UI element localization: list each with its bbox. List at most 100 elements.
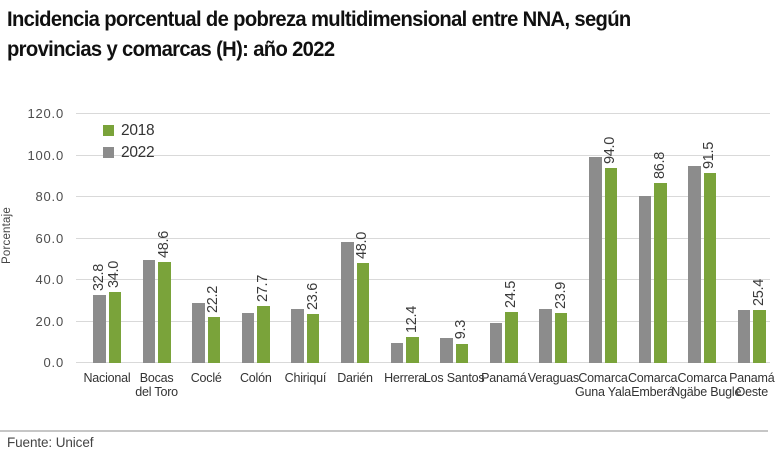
value-label-2018: 23.6 (304, 283, 321, 311)
x-axis-label: Comarca Guna Yala (572, 371, 634, 399)
bar-2022 (489, 322, 503, 363)
x-axis-label-line: Comarca (578, 371, 628, 385)
bar-2022 (688, 165, 701, 363)
x-axis-label: Coclé (175, 371, 237, 385)
value-label-2018: 91.5 (701, 142, 718, 170)
bar-2018 (306, 314, 320, 363)
bar-2022 (737, 310, 751, 363)
value-label-2018: 86.8 (651, 151, 668, 179)
source-text: Fuente: Unicef (7, 435, 94, 450)
bar-2022 (192, 302, 205, 363)
bar-2018 (108, 292, 121, 363)
bar-2022 (589, 156, 602, 363)
gridline (76, 320, 770, 322)
x-axis-label-line: Herrera (384, 371, 426, 385)
x-axis-label: Darién (324, 371, 386, 385)
y-tick-label: 120.0 (27, 106, 64, 121)
bar-2018 (703, 173, 717, 363)
x-axis-label-line: Colón (239, 371, 272, 385)
x-axis-label: Colón (225, 371, 287, 385)
x-axis-label: Bocas del Toro (126, 371, 188, 399)
bar-2022 (142, 259, 156, 363)
gridline (76, 362, 770, 363)
x-axis-label-line: Emberá (631, 385, 674, 399)
value-label-2018: 48.6 (155, 231, 172, 259)
y-tick-label: 0.0 (43, 355, 64, 370)
y-tick-label: 100.0 (27, 147, 64, 163)
bar-2022 (440, 338, 453, 363)
title-line-2: provincias y comarcas (H): año 2022 (7, 37, 335, 61)
bar-2018 (158, 262, 171, 363)
y-tick-label: 60.0 (35, 230, 64, 246)
legend-swatch-2022 (103, 147, 114, 158)
legend-label: 2022 (121, 144, 155, 161)
x-axis-label-line: Los Santos (423, 371, 485, 385)
value-label-2018: 23.9 (552, 282, 569, 310)
y-axis-title: Porcentaje (1, 207, 13, 264)
bar-2022 (93, 294, 106, 363)
bar-2018 (257, 305, 270, 363)
x-axis-label-line: Nacional (83, 371, 131, 385)
x-axis-label: Panamá Oeste (721, 371, 780, 399)
x-axis-label-line: Comarca (627, 371, 678, 385)
y-tick-label: 40.0 (35, 272, 64, 287)
x-axis-label: Comarca Ngäbe Bugle (671, 371, 741, 399)
x-axis-label-line: Comarca (677, 371, 728, 385)
bar-2022 (638, 195, 652, 363)
bar-2022 (390, 343, 404, 363)
bar-2018 (753, 310, 766, 363)
x-axis-label-line: Darién (337, 371, 373, 385)
bar-2018 (207, 316, 221, 363)
footer-divider (0, 430, 768, 432)
legend-item-2018: 2018 (103, 122, 155, 139)
gridline (76, 154, 770, 156)
legend-item-2022: 2022 (103, 144, 155, 161)
value-label-2018: 48.0 (354, 232, 371, 260)
bar-2018 (505, 312, 518, 363)
gridline (76, 279, 770, 280)
x-axis-label-line: del Toro (135, 385, 178, 399)
legend-swatch-2018 (103, 125, 114, 136)
x-axis-label: Chiriquí (274, 371, 336, 385)
value-label-2018: 12.4 (403, 306, 420, 334)
gridline (76, 196, 770, 197)
value-label-2018: 34.0 (106, 261, 123, 289)
value-label-2018: 9.3 (453, 320, 470, 340)
legend: 2018 2022 (103, 122, 155, 166)
y-tick-label: 80.0 (35, 189, 64, 204)
bar-2022 (341, 241, 354, 363)
value-label-2018: 24.5 (503, 281, 520, 309)
x-axis-label: Nacional (76, 371, 138, 385)
x-axis-label: Los Santos (423, 371, 485, 385)
x-axis-label-line: Chiriquí (284, 371, 327, 385)
bar-2018 (654, 182, 667, 363)
value-label-2018: 25.4 (751, 279, 768, 307)
x-axis-label-line: Panamá (729, 371, 775, 385)
title-line-1: Incidencia porcentual de pobreza multidi… (7, 7, 631, 31)
gridline (76, 113, 770, 114)
bar-2018 (554, 313, 568, 363)
bar-2022 (539, 308, 552, 363)
bar-2018 (604, 167, 617, 363)
bar-2018 (455, 343, 469, 363)
y-tick-label: 20.0 (35, 313, 64, 329)
bar-2022 (291, 309, 304, 363)
value-label-2022: 32.8 (90, 263, 107, 291)
x-axis-label-line: Guna Yala (574, 385, 632, 399)
value-label-2018: 22.2 (205, 285, 222, 313)
x-axis-label-line: Coclé (190, 371, 222, 385)
x-axis-label: Herrera (374, 371, 436, 385)
x-axis-label-line: Oeste (735, 385, 769, 399)
x-axis-label-line: Veraguas (527, 371, 579, 385)
x-axis-label: Comarca Emberá (622, 371, 684, 399)
legend-label: 2018 (121, 122, 155, 139)
page-title: Incidencia porcentual de pobreza multidi… (7, 4, 631, 64)
x-axis-label: Veraguas (522, 371, 584, 385)
x-axis-label-line: Bocas (139, 371, 174, 385)
bar-2018 (406, 337, 419, 363)
x-axis-label: Panamá (473, 371, 535, 385)
bar-2018 (356, 263, 369, 363)
value-label-2018: 94.0 (602, 136, 619, 164)
x-axis-label-line: Panamá (481, 371, 527, 385)
